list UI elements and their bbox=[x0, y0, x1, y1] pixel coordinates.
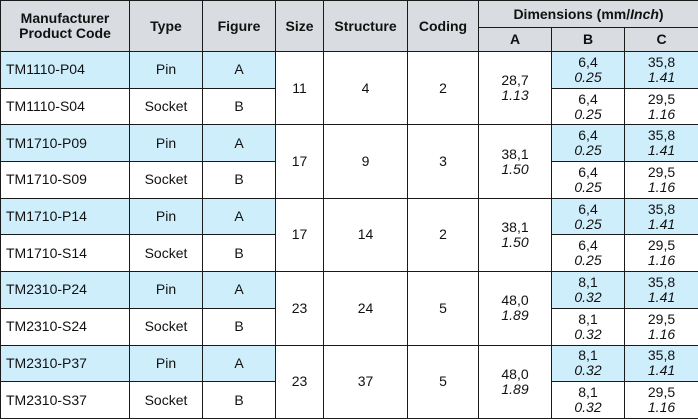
size-cell: 17 bbox=[276, 198, 324, 271]
size-cell: 23 bbox=[276, 272, 324, 345]
product-code-cell: TM1710-P14 bbox=[1, 198, 130, 235]
product-code-cell: TM1710-P09 bbox=[1, 125, 130, 162]
header-figure: Figure bbox=[203, 1, 276, 52]
header-product-code: Manufacturer Product Code bbox=[1, 1, 130, 52]
type-cell: Socket bbox=[130, 308, 203, 345]
product-code-cell: TM1110-S04 bbox=[1, 88, 130, 125]
figure-cell: A bbox=[203, 198, 276, 235]
product-code-cell: TM1710-S14 bbox=[1, 235, 130, 272]
figure-cell: A bbox=[203, 272, 276, 309]
figure-cell: B bbox=[203, 382, 276, 419]
product-code-cell: TM1110-P04 bbox=[1, 52, 130, 89]
type-cell: Socket bbox=[130, 235, 203, 272]
type-cell: Pin bbox=[130, 345, 203, 382]
product-code-cell: TM2310-P24 bbox=[1, 272, 130, 309]
header-structure: Structure bbox=[324, 1, 408, 52]
figure-cell: A bbox=[203, 52, 276, 89]
product-code-cell: TM2310-S37 bbox=[1, 382, 130, 419]
coding-cell: 5 bbox=[408, 345, 479, 418]
size-cell: 11 bbox=[276, 52, 324, 125]
product-code-cell: TM1710-S09 bbox=[1, 162, 130, 199]
header-dim-b: B bbox=[552, 28, 625, 52]
structure-cell: 14 bbox=[324, 198, 408, 271]
size-cell: 23 bbox=[276, 345, 324, 418]
structure-cell: 24 bbox=[324, 272, 408, 345]
type-cell: Pin bbox=[130, 52, 203, 89]
structure-cell: 4 bbox=[324, 52, 408, 125]
type-cell: Pin bbox=[130, 125, 203, 162]
type-cell: Pin bbox=[130, 198, 203, 235]
coding-cell: 5 bbox=[408, 272, 479, 345]
table-header: Manufacturer Product Code Type Figure Si… bbox=[1, 1, 698, 52]
type-cell: Pin bbox=[130, 272, 203, 309]
header-type: Type bbox=[130, 1, 203, 52]
figure-cell: B bbox=[203, 162, 276, 199]
type-cell: Socket bbox=[130, 162, 203, 199]
figure-cell: B bbox=[203, 235, 276, 272]
type-cell: Socket bbox=[130, 382, 203, 419]
figure-cell: A bbox=[203, 345, 276, 382]
header-dim-c: C bbox=[625, 28, 698, 52]
header-dim-a: A bbox=[479, 28, 552, 52]
structure-cell: 37 bbox=[324, 345, 408, 418]
figure-cell: B bbox=[203, 308, 276, 345]
figure-cell: A bbox=[203, 125, 276, 162]
header-size: Size bbox=[276, 1, 324, 52]
type-cell: Socket bbox=[130, 88, 203, 125]
coding-cell: 3 bbox=[408, 125, 479, 198]
coding-cell: 2 bbox=[408, 198, 479, 271]
header-dimensions: Dimensions (mm/Inch) bbox=[479, 1, 698, 28]
header-coding: Coding bbox=[408, 1, 479, 52]
coding-cell: 2 bbox=[408, 52, 479, 125]
figure-cell: B bbox=[203, 88, 276, 125]
product-code-cell: TM2310-P37 bbox=[1, 345, 130, 382]
product-code-cell: TM2310-S24 bbox=[1, 308, 130, 345]
size-cell: 17 bbox=[276, 125, 324, 198]
structure-cell: 9 bbox=[324, 125, 408, 198]
